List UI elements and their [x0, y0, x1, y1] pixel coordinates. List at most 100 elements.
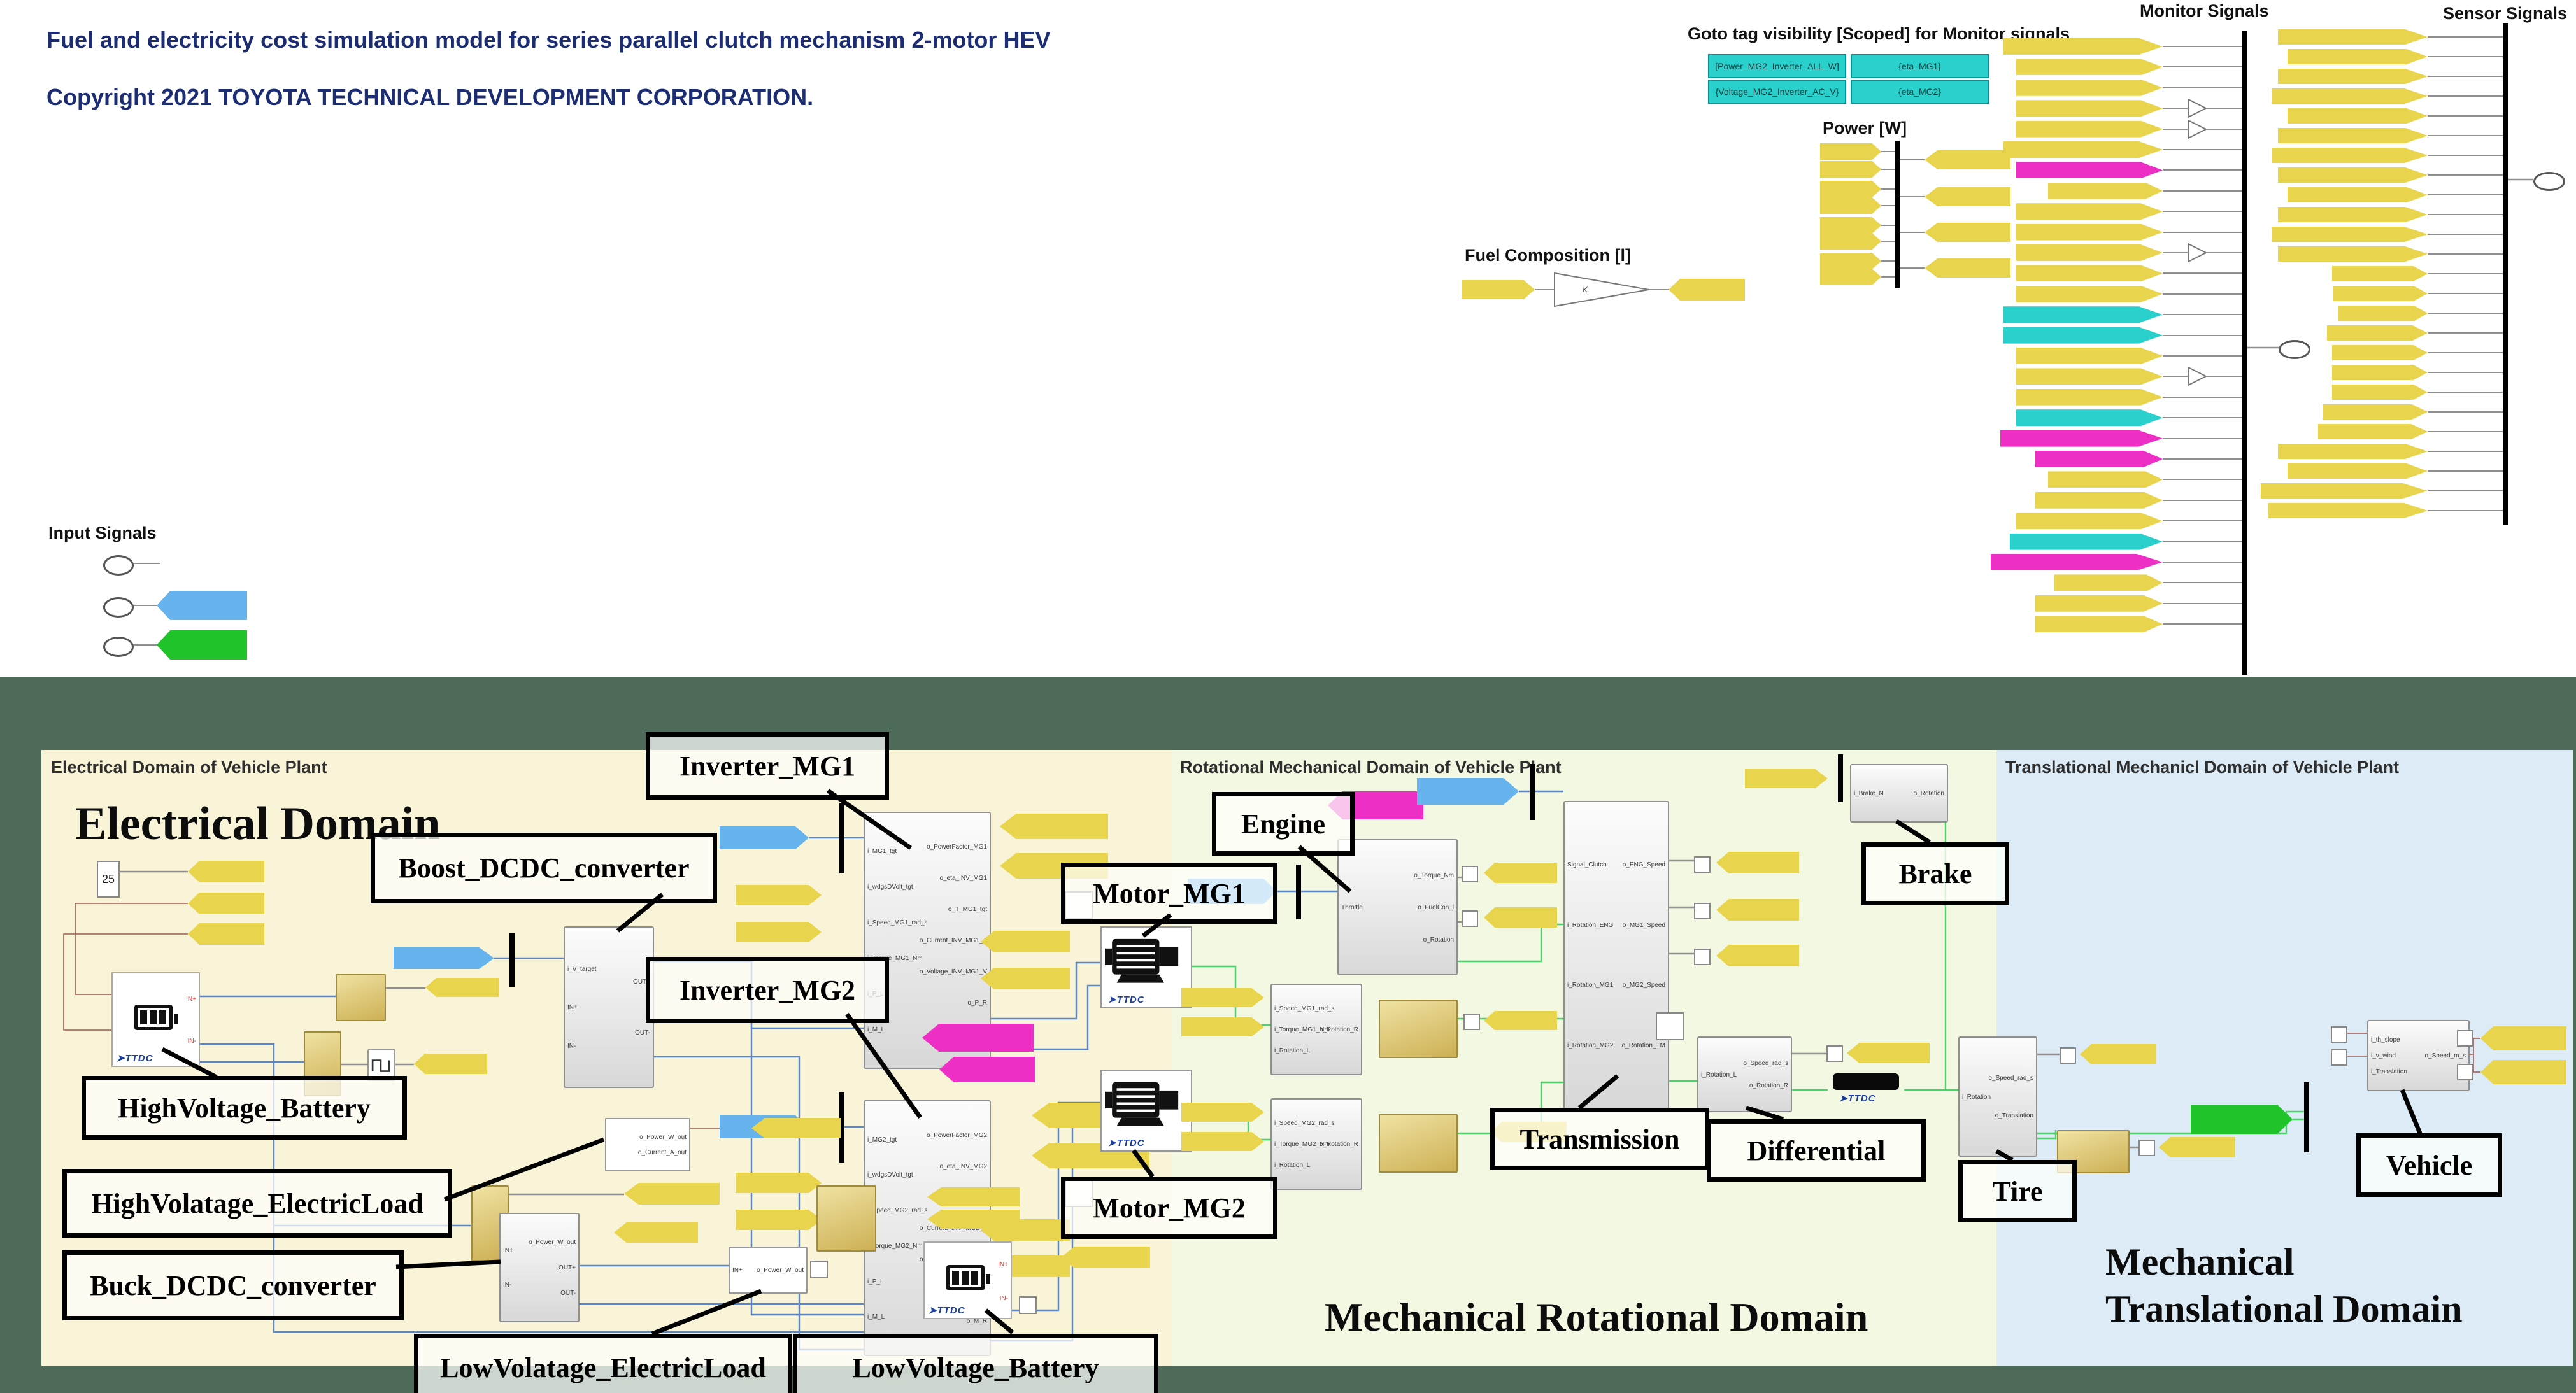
goto-visibility-tag[interactable]: [Power_MG2_Inverter_ALL_W]	[1708, 54, 1846, 78]
monitor-from-tag[interactable]	[2035, 616, 2163, 633]
goto-tag[interactable]	[1716, 945, 1799, 966]
from-tag[interactable]	[1745, 769, 1828, 788]
power-from-tag[interactable]	[1820, 181, 1881, 197]
from-tag-blue[interactable]	[394, 947, 494, 969]
fuel-from-tag[interactable]	[1462, 280, 1535, 299]
callout-lv-battery[interactable]: LowVoltage_Battery	[793, 1334, 1158, 1393]
monitor-from-tag[interactable]	[2035, 595, 2163, 612]
power-goto-tag[interactable]	[1925, 150, 2010, 169]
callout-motor-mg1[interactable]: Motor_MG1	[1061, 863, 1277, 924]
rate-block[interactable]	[1656, 1012, 1684, 1040]
gain-block[interactable]	[2188, 243, 2207, 262]
sensor-from-tag[interactable]	[2278, 69, 2428, 84]
mux-bar[interactable]	[1296, 865, 1301, 919]
monitor-from-tag[interactable]	[2016, 388, 2163, 406]
callout-buck-dcdc[interactable]: Buck_DCDC_converter	[62, 1250, 404, 1320]
goto-tag-magenta[interactable]	[922, 1024, 1034, 1052]
inertia-block[interactable]	[1379, 1000, 1458, 1058]
inport-plain-port[interactable]	[103, 555, 134, 576]
motor-mg2-block[interactable]: ➤TTDC	[1100, 1070, 1192, 1152]
callout-hv-load[interactable]: HighVolatage_ElectricLoad	[62, 1169, 452, 1238]
sensor-from-tag[interactable]	[2288, 463, 2428, 479]
power-goto-tag[interactable]	[1925, 223, 2010, 242]
signal-tap[interactable]	[1826, 1045, 1843, 1062]
sensor-from-tag[interactable]	[2268, 503, 2428, 518]
goto-tag[interactable]	[2080, 1044, 2156, 1064]
mux-bar[interactable]	[2304, 1082, 2309, 1152]
goto-tag[interactable]	[1847, 1043, 1930, 1063]
monitor-from-tag[interactable]	[2016, 79, 2163, 96]
callout-motor-mg2[interactable]: Motor_MG2	[1061, 1177, 1277, 1239]
inport-goto-green-port[interactable]	[103, 637, 134, 657]
sensor-from-tag[interactable]	[2327, 325, 2428, 341]
sensor-from-tag[interactable]	[2288, 108, 2428, 124]
goto-tag[interactable]	[2480, 1026, 2566, 1050]
transmission-block[interactable]: Signal_Clutch i_Rotation_ENG i_Rotation_MG…	[1563, 801, 1669, 1109]
goto-tag[interactable]	[188, 861, 264, 882]
goto-tag[interactable]	[425, 978, 499, 997]
from-tag[interactable]	[736, 1210, 822, 1230]
goto-tag[interactable]	[927, 1210, 1020, 1229]
callout-transmission[interactable]: Transmission	[1490, 1108, 1709, 1170]
gain-block[interactable]: K	[1554, 272, 1649, 307]
from-tag-blue[interactable]	[720, 826, 809, 849]
monitor-from-tag[interactable]	[2003, 306, 2163, 323]
gain-block[interactable]	[2188, 119, 2207, 139]
goto-visibility-tag[interactable]: {Voltage_MG2_Inverter_AC_V}	[1708, 80, 1846, 104]
monitor-from-tag[interactable]	[2010, 533, 2163, 550]
monitor-from-tag[interactable]	[2000, 430, 2163, 447]
from-tag[interactable]	[736, 922, 822, 942]
goto-tag[interactable]	[1716, 899, 1799, 921]
terminator-block[interactable]	[810, 1261, 828, 1278]
monitor-outport[interactable]	[2279, 340, 2310, 359]
callout-tire[interactable]: Tire	[1958, 1160, 2077, 1222]
power-goto-tag[interactable]	[1925, 187, 2010, 206]
callout-engine[interactable]: Engine	[1212, 792, 1355, 856]
callout-hv-battery[interactable]: HighVoltage_Battery	[82, 1076, 407, 1140]
callout-boost-dcdc[interactable]: Boost_DCDC_converter	[371, 833, 717, 903]
lowvoltage-battery-block[interactable]: IN+ IN- ➤TTDC	[923, 1241, 1012, 1319]
shaft-coupling-block[interactable]: ➤TTDC	[1828, 1071, 1904, 1109]
gain-block[interactable]	[2188, 99, 2207, 118]
signal-tap[interactable]	[1694, 903, 1711, 919]
goto-tag[interactable]	[624, 1183, 720, 1205]
monitor-from-tag[interactable]	[2016, 203, 2163, 220]
signal-tap[interactable]	[2331, 1049, 2347, 1066]
monitor-from-tag[interactable]	[2003, 141, 2163, 158]
goto-tag[interactable]	[188, 893, 264, 914]
monitor-from-tag[interactable]	[2016, 285, 2163, 302]
monitor-from-tag[interactable]	[2016, 265, 2163, 282]
inport-goto-green-tag[interactable]	[157, 630, 247, 660]
motor-mg1-block[interactable]: ➤TTDC	[1100, 926, 1192, 1008]
power-from-tag[interactable]	[1820, 253, 1881, 269]
inport-goto-blue-port[interactable]	[103, 597, 134, 618]
highvoltage-battery-block[interactable]: IN+ IN- ➤TTDC	[111, 972, 200, 1067]
monitor-from-tag[interactable]	[2048, 471, 2163, 488]
goto-tag[interactable]	[1484, 863, 1557, 883]
monitor-from-tag[interactable]	[2035, 491, 2163, 509]
monitor-from-tag[interactable]	[1991, 554, 2163, 570]
inertia-block[interactable]	[1379, 1114, 1458, 1173]
from-tag[interactable]	[1181, 1103, 1264, 1122]
mux-bar[interactable]	[1530, 764, 1535, 820]
from-tag[interactable]	[736, 1173, 822, 1193]
sensor-from-tag[interactable]	[2288, 187, 2428, 202]
goto-tag[interactable]	[1716, 852, 1799, 873]
sensor-from-tag[interactable]	[2323, 404, 2428, 420]
brake-block[interactable]: i_Brake_N o_Rotation	[1850, 764, 1948, 823]
sensor-from-tag[interactable]	[2272, 88, 2428, 104]
vehicle-block[interactable]: i_th_slope i_v_wind i_Translation o_Speed_m…	[2367, 1020, 2470, 1091]
from-tag-green[interactable]	[2191, 1105, 2293, 1134]
signal-tap[interactable]	[2060, 1047, 2076, 1064]
power-from-tag[interactable]	[1820, 217, 1881, 234]
goto-visibility-tag[interactable]: {eta_MG2}	[1851, 80, 1989, 104]
sensor-block[interactable]	[816, 1185, 876, 1252]
goto-tag-magenta[interactable]	[939, 1057, 1035, 1082]
mux-bar[interactable]	[839, 803, 844, 873]
lv-electricload-block[interactable]: IN+ o_Power_W_out	[729, 1247, 808, 1294]
monitor-from-tag[interactable]	[2016, 120, 2163, 138]
sensor-from-tag[interactable]	[2278, 246, 2428, 262]
signal-tap[interactable]	[2457, 1030, 2473, 1047]
sensor-from-tag[interactable]	[2261, 483, 2428, 499]
